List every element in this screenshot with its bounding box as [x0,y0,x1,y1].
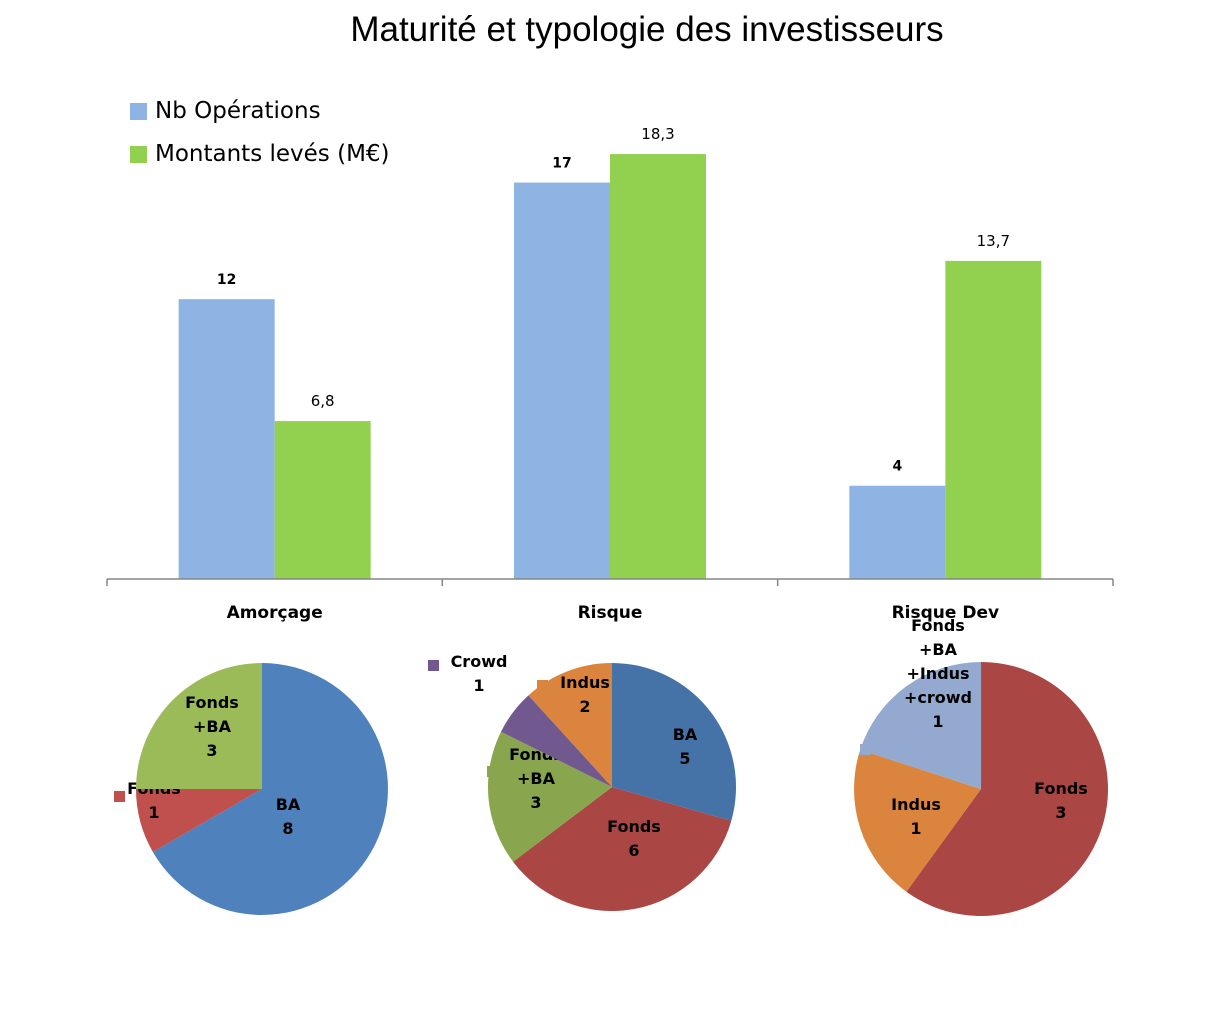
data-label-montants-leves-m-risque: 18,3 [641,125,674,143]
pie-value: 3 [206,741,217,760]
pie-slice-risque-dev-fonds [906,662,1108,916]
chart-title: Maturité et typologie des investisseurs [350,10,944,49]
pie-value: 1 [910,819,921,838]
legend-swatch-montants-leves [130,145,147,163]
pie-label-risque-dev-fonds: Fonds 3 [1034,779,1088,822]
pie-slice-amorcage-ba [152,663,388,915]
bar-nb-operations-amorcage [178,299,275,579]
pie-label-risque-ba: BA 5 [673,725,698,768]
pie-marker-risque-indus [537,680,548,691]
bar-nb-operations-risque [514,182,610,579]
data-label-nb-operations-risque-dev: 4 [892,459,902,475]
pie-label-line: +Indus [906,664,969,683]
data-label-montants-leves-m-risque-dev: 13,7 [977,232,1010,250]
pie-label-line: +BA [517,769,556,788]
pie-marker-risque-fonds-ba [487,766,498,777]
pie-value: 1 [932,712,943,731]
pie-slice-amorcage-fonds [136,789,262,852]
category-label-amorcage: Amorçage [227,603,323,623]
data-label-montants-leves-m-amorcage: 6,8 [311,392,335,410]
pie-slice-risque-crowd [500,695,612,787]
pie-label-risque-fonds: Fonds 6 [607,817,661,860]
pie-label-line: Indus [560,673,610,692]
data-label-nb-operations-risque: 17 [552,156,571,172]
pie-value: 1 [148,803,159,822]
pie-label-line: Fonds [185,693,239,712]
pie-label-line: Fonds [911,616,965,635]
bar-nb-operations-risque-dev [849,485,946,579]
pie-value: 5 [679,749,690,768]
pie-label-line: Fonds [1034,779,1088,798]
pie-label-risque-dev-indus: Indus 1 [891,795,941,838]
pie-label-risque-indus: Indus 2 [560,673,610,716]
data-label-nb-operations-amorcage: 12 [217,272,236,288]
legend-label-nb-operations: Nb Opérations [155,98,321,124]
pie-slice-amorcage-fonds-ba [136,663,262,789]
bar-montants-leves-m-amorcage [274,421,371,579]
pie-slice-risque-fonds [513,787,732,911]
pie-label-line: BA [673,725,698,744]
pie-label-risque-dev-fonds-ba-indus-crowd: Fonds +BA +Indus +crowd 1 [904,616,972,731]
category-label-risque: Risque [578,603,643,623]
legend-item-montants-leves: Montants levés (M€) [130,141,390,167]
pie-label-line: BA [276,795,301,814]
legend-swatch-nb-operations [130,102,147,120]
pie-slice-risque-fonds-ba [488,731,612,862]
pie-label-line: Fonds [607,817,661,836]
pie-label-line: Crowd [451,652,508,671]
pie-value: 3 [530,793,541,812]
pie-value: 3 [1055,803,1066,822]
legend-item-nb-operations: Nb Opérations [130,98,321,124]
category-label-risque-dev: Risque Dev [892,603,999,623]
pie-value: 8 [282,819,293,838]
pie-label-amorcage-fonds-ba: Fonds +BA 3 [185,693,239,760]
pie-marker-amorcage-fonds [114,791,125,802]
pie-label-line: Indus [891,795,941,814]
pie-marker-risque-crowd [428,660,439,671]
bar-montants-leves-m-risque-dev [945,260,1042,579]
pie-label-line: +BA [193,717,232,736]
legend-label-montants-leves: Montants levés (M€) [155,141,390,167]
pie-value: 2 [579,697,590,716]
pie-slice-risque-indus [528,663,612,787]
pie-label-line: +crowd [904,688,972,707]
pie-value: 1 [473,676,484,695]
pie-slice-risque-ba [612,663,736,821]
pie-slice-risque-dev-fonds-ba-indus-crowd [860,662,981,789]
pie-marker-risque-dev-fonds-ba-indus-crowd [860,744,871,755]
pie-value: 6 [628,841,639,860]
bar-montants-leves-m-risque [610,154,706,579]
pie-label-line: +BA [919,640,958,659]
pie-label-risque-crowd: Crowd 1 [451,652,508,695]
pie-slice-risque-dev-indus [854,749,981,892]
pie-label-amorcage-ba: BA 8 [276,795,301,838]
